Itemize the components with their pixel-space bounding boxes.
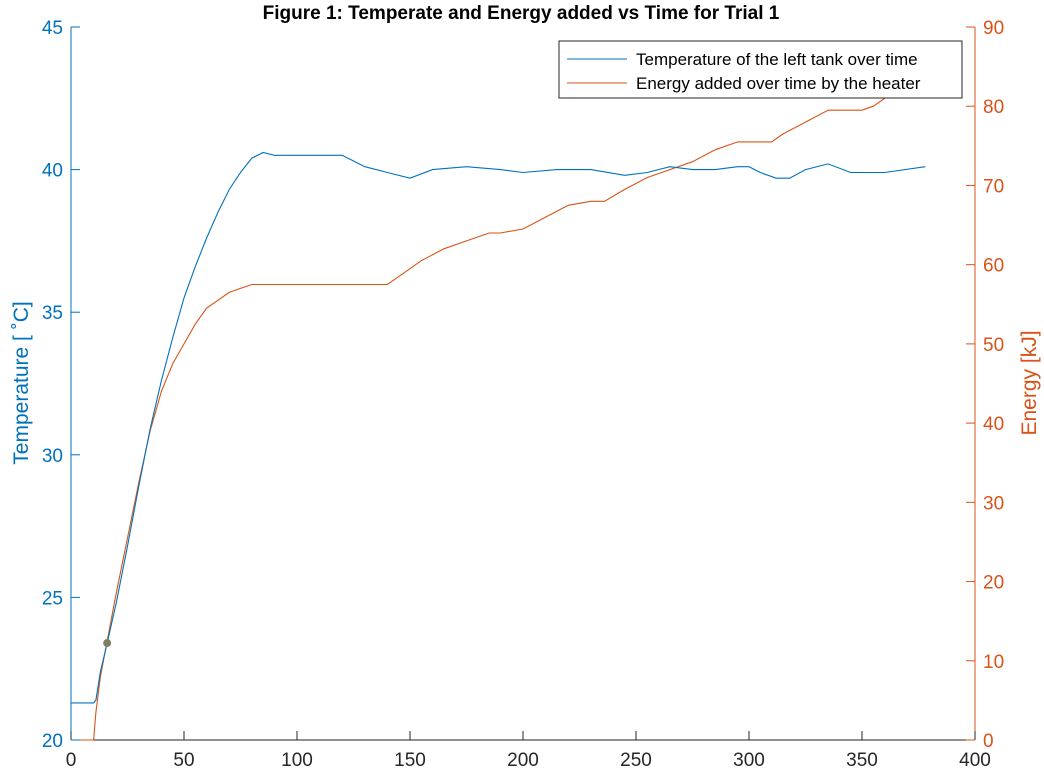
legend-label-temperature: Temperature of the left tank over time	[636, 50, 918, 69]
right-tick-label: 40	[983, 414, 1004, 435]
legend: Temperature of the left tank over time E…	[558, 40, 963, 99]
left-tick-label: 20	[42, 731, 63, 752]
x-tick-label: 300	[733, 750, 765, 771]
x-tick-label: 150	[394, 750, 426, 771]
right-tick-label: 60	[983, 256, 1004, 277]
x-tick-label: 50	[173, 750, 194, 771]
left-tick-label: 40	[42, 161, 63, 182]
right-tick-label: 90	[983, 18, 1004, 39]
x-tick-label: 250	[620, 750, 652, 771]
ticks-layer: 0 50 100 150 200 250 300 350 400 20 25 30 35 40 45 0 10 2…	[42, 18, 1004, 771]
right-tick-label: 80	[983, 97, 1004, 118]
right-axis-label: Energy [kJ]	[1018, 330, 1041, 435]
legend-box	[558, 40, 963, 99]
left-tick-label: 25	[42, 588, 63, 609]
right-tick-label: 10	[983, 652, 1004, 673]
left-tick-label: 45	[42, 18, 63, 39]
left-axis-label: Temperature [ ˚C]	[10, 301, 33, 464]
x-tick-label: 100	[281, 750, 313, 771]
series-line-temperature	[71, 151, 926, 704]
x-tick-label: 400	[959, 750, 991, 771]
plot-area	[70, 27, 976, 741]
chart-title: Figure 1: Temperate and Energy added vs …	[263, 3, 780, 24]
data-point-marker	[103, 639, 112, 648]
right-tick-label: 30	[983, 493, 1004, 514]
right-tick-label: 50	[983, 335, 1004, 356]
series-layer	[71, 78, 926, 741]
x-tick-label: 350	[846, 750, 878, 771]
right-tick-label: 20	[983, 573, 1004, 594]
right-tick-label: 70	[983, 176, 1004, 197]
left-tick-label: 30	[42, 446, 63, 467]
right-tick-label: 0	[983, 731, 994, 752]
left-tick-label: 35	[42, 303, 63, 324]
legend-label-energy: Energy added over time by the heater	[636, 74, 921, 93]
x-tick-label: 200	[507, 750, 539, 771]
x-tick-label: 0	[66, 750, 77, 771]
